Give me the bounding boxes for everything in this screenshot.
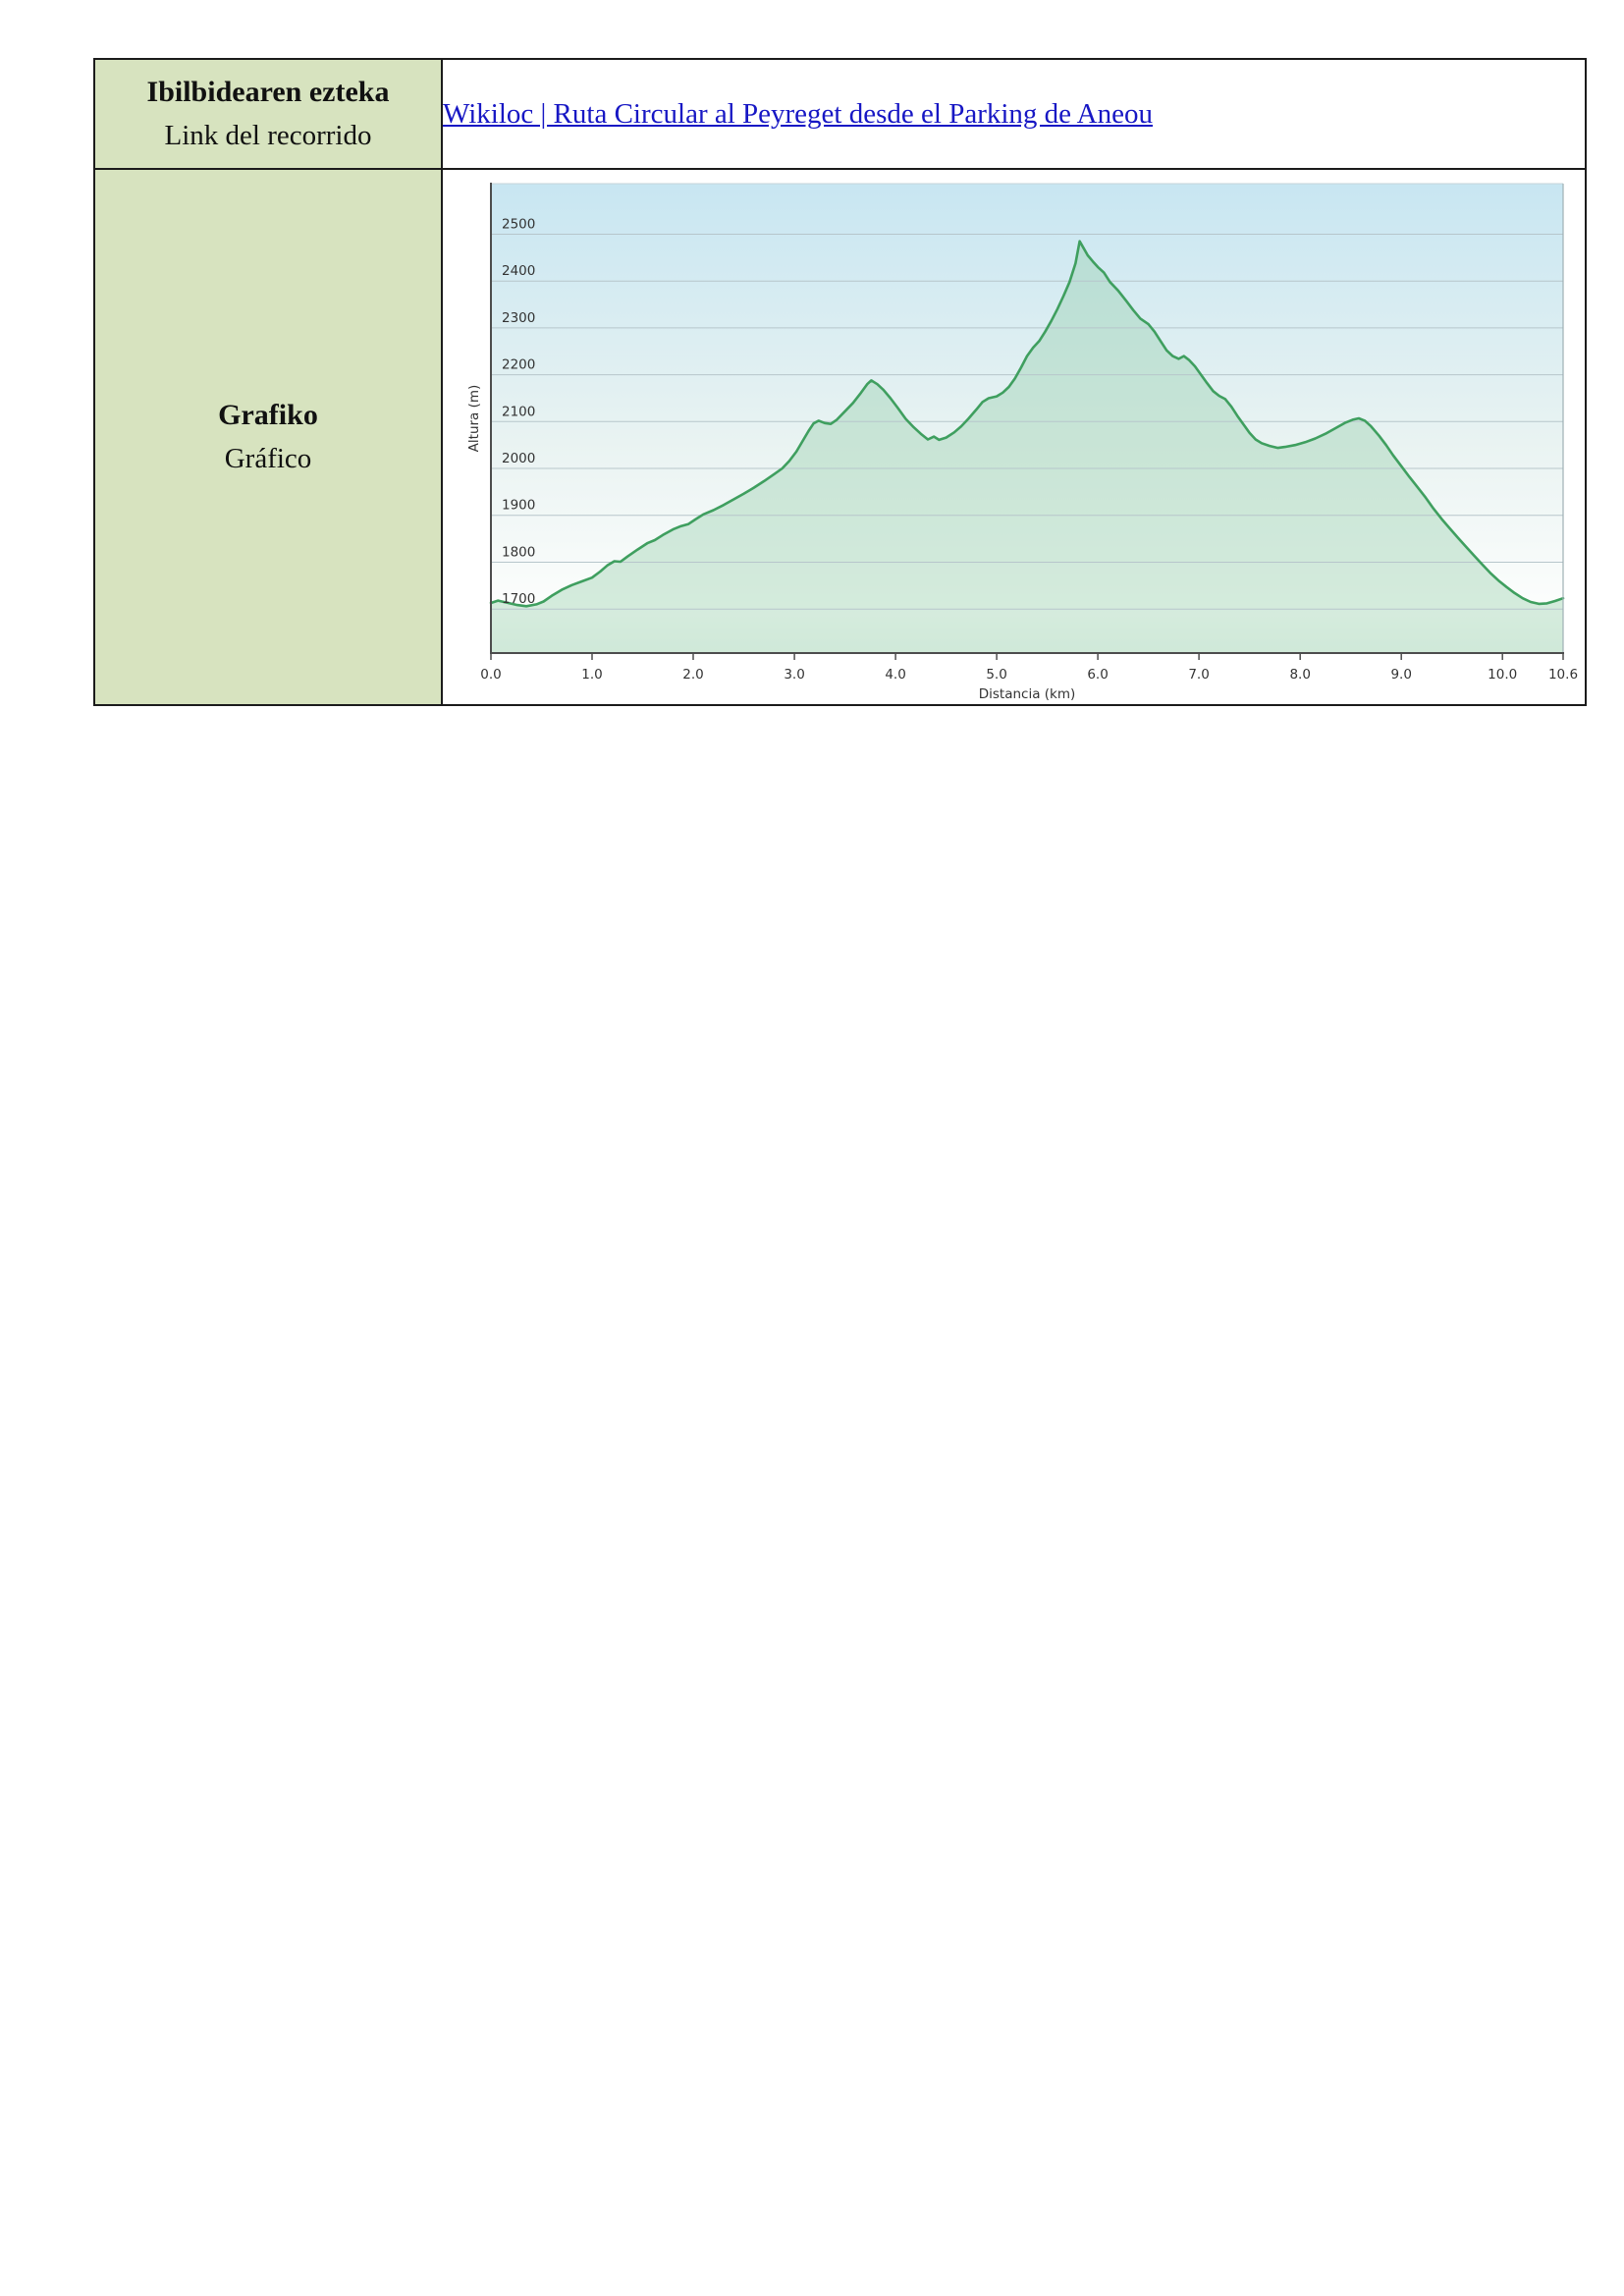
x-tick-label: 1.0 [581, 667, 602, 683]
y-tick-label: 2000 [502, 451, 535, 466]
x-tick-label: 0.0 [480, 667, 501, 683]
chart-value-cell: 1700 1800 1900 2000 2100 2200 2300 2400 2500 0.0 1… [441, 168, 1587, 706]
y-tick-label: 1800 [502, 545, 535, 561]
link-label-cell: Ibilbidearen ezteka Link del recorrido [93, 58, 443, 170]
x-tick-label: 4.0 [885, 667, 905, 683]
link-label-spanish: Link del recorrido [164, 120, 372, 151]
x-tick-label: 8.0 [1289, 667, 1310, 683]
elevation-chart: 1700 1800 1900 2000 2100 2200 2300 2400 2500 0.0 1… [466, 183, 1578, 702]
y-tick-label: 2400 [502, 263, 535, 279]
x-axis-title: Distancia (km) [979, 686, 1076, 702]
x-tick-label: 6.0 [1087, 667, 1108, 683]
y-tick-label: 2200 [502, 357, 535, 373]
y-tick-label: 1700 [502, 591, 535, 607]
x-tick-label: 10.6 [1548, 667, 1578, 683]
chart-background [491, 184, 1563, 653]
x-tick-label: 10.0 [1488, 667, 1517, 683]
route-table: Ibilbidearen ezteka Link del recorrido W… [93, 58, 1587, 706]
y-tick-label: 2500 [502, 217, 535, 233]
x-tick-label: 7.0 [1188, 667, 1209, 683]
elevation-area [491, 241, 1563, 653]
link-label-basque: Ibilbidearen ezteka [146, 76, 390, 108]
wikiloc-link[interactable]: Wikiloc | Ruta Circular al Peyreget desd… [443, 97, 1153, 130]
y-tick-label: 1900 [502, 498, 535, 514]
link-value-cell: Wikiloc | Ruta Circular al Peyreget desd… [441, 58, 1587, 170]
chart-label-basque: Grafiko [218, 399, 318, 431]
y-tick-label: 2300 [502, 310, 535, 326]
x-tick-label: 9.0 [1390, 667, 1411, 683]
y-axis-title: Altura (m) [466, 385, 482, 453]
x-tick-label: 2.0 [682, 667, 703, 683]
chart-row: Grafiko Gráfico 1700 1800 1900 2000 2100 2200… [93, 168, 1587, 706]
chart-label-spanish: Gráfico [224, 443, 312, 474]
link-row: Ibilbidearen ezteka Link del recorrido W… [93, 58, 1587, 170]
y-tick-label: 2100 [502, 404, 535, 419]
x-tick-label: 3.0 [784, 667, 804, 683]
x-tick-label: 5.0 [986, 667, 1006, 683]
chart-label-cell: Grafiko Gráfico [93, 168, 443, 706]
elevation-line [489, 240, 1565, 608]
